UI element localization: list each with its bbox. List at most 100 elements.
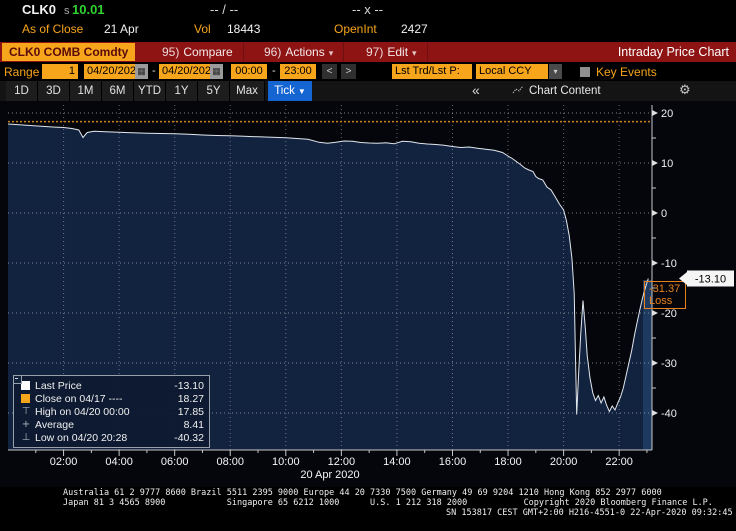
y-tick-label: -20 — [661, 308, 677, 320]
date-from-field[interactable]: 04/20/2020 — [84, 64, 142, 79]
last-price-label: -13.10 — [695, 274, 726, 286]
function-toolbar: CLK0 COMB Comdty 95) Compare 96) Actions ▾ … — [0, 42, 736, 62]
x-tick-label: 14:00 — [383, 456, 411, 468]
currency-select[interactable]: Local CCY — [476, 64, 548, 79]
x-tick-label: 06:00 — [161, 456, 189, 468]
x-tick-label: 18:00 — [494, 456, 522, 468]
range-label: Range — [4, 65, 40, 79]
tab-tick-selected[interactable]: Tick ▼ — [268, 81, 312, 101]
as-of-label: As of Close — [22, 22, 84, 36]
y-tick-marker — [652, 310, 658, 316]
volume-label: Vol — [194, 22, 211, 36]
last-period-band — [643, 280, 652, 450]
settle-prefix: s — [64, 5, 70, 17]
period-tab-bar: 1D 3D 1M 6M YTD 1Y 5Y Max Tick ▼ « Chart … — [0, 81, 736, 101]
x-tick-label: 12:00 — [328, 456, 356, 468]
actions-menu[interactable]: 96) Actions ▾ — [254, 42, 345, 62]
as-of-value: 21 Apr — [104, 22, 139, 36]
low-marker-icon: ⊥ — [21, 432, 31, 443]
y-tick-label: -40 — [661, 408, 677, 420]
gear-icon[interactable]: ⚙ — [679, 83, 691, 98]
tab-max[interactable]: Max — [230, 81, 265, 101]
dropdown-arrow-icon: ▾ — [412, 48, 417, 58]
range-dash: - — [152, 65, 156, 77]
y-tick-label: -30 — [661, 358, 677, 370]
range-count-field[interactable]: 1 — [42, 64, 78, 79]
y-tick-marker — [652, 360, 658, 366]
tab-5y[interactable]: 5Y — [198, 81, 230, 101]
legend-row-close[interactable]: Close on 04/17 ---- 18.27 — [17, 392, 204, 405]
range-bar: Range 1 04/20/2020 ▦ - 04/20/2020 ▦ 00:0… — [0, 62, 736, 81]
screen-title: Intraday Price Chart — [617, 45, 729, 59]
legend-row-average[interactable]: + Average 8.41 — [17, 418, 204, 431]
settle-price: 10.01 — [72, 2, 105, 17]
y-tick-marker — [652, 210, 658, 216]
intraday-price-chart: 20 10 0 -10 -20 -30 -40 02:00 04:00 06:00 08:00 10:… — [0, 101, 736, 487]
legend-row-high[interactable]: ⊤ High on 04/20 00:00 17.85 — [17, 405, 204, 418]
y-tick-marker — [652, 110, 658, 116]
average-marker-icon: + — [21, 419, 31, 430]
y-tick-label: 20 — [661, 108, 673, 120]
loss-callout-box — [644, 281, 686, 309]
y-tick-marker — [652, 160, 658, 166]
high-marker-icon: ⊤ — [21, 406, 31, 417]
chart-content-icon — [512, 85, 524, 94]
next-range-button[interactable]: > — [341, 64, 356, 79]
prev-range-button[interactable]: < — [322, 64, 337, 79]
calendar-icon[interactable]: ▦ — [210, 64, 223, 79]
legend-row-last-price[interactable]: Last Price -13.10 — [17, 379, 204, 392]
x-tick-label: 16:00 — [439, 456, 467, 468]
security-header: CLK0 s 10.01 -- / -- -- x -- As of Close… — [0, 0, 736, 42]
tab-1y[interactable]: 1Y — [166, 81, 198, 101]
footer-session-info: SN 153817 CEST GMT+2:00 H216-4551-0 22-A… — [446, 508, 733, 518]
key-events-checkbox[interactable] — [580, 67, 590, 77]
tab-6m[interactable]: 6M — [102, 81, 134, 101]
time-from-field[interactable]: 00:00 — [231, 64, 267, 79]
last-price-swatch-icon — [21, 381, 30, 390]
currency-dropdown-icon[interactable]: ▾ — [549, 64, 562, 79]
chart-content-button[interactable]: Chart Content — [512, 81, 601, 101]
compare-menu[interactable]: 95) Compare — [152, 42, 244, 62]
tab-3d[interactable]: 3D — [38, 81, 70, 101]
range-dash: - — [272, 65, 276, 77]
loss-value-label: -31.37 — [649, 283, 680, 295]
y-tick-marker — [652, 260, 658, 266]
collapse-panel-button[interactable]: « — [472, 82, 480, 98]
close-swatch-icon — [21, 394, 30, 403]
y-tick-label: 10 — [661, 158, 673, 170]
tab-1m[interactable]: 1M — [70, 81, 102, 101]
x-tick-label: 22:00 — [605, 456, 633, 468]
tab-ytd[interactable]: YTD — [134, 81, 166, 101]
bid-ask: -- / -- — [210, 2, 239, 17]
y-tick-label: 0 — [661, 208, 667, 220]
last-price-arrow — [679, 272, 687, 285]
x-tick-label: 20:00 — [550, 456, 578, 468]
y-tick-label: -10 — [661, 258, 677, 270]
x-tick-label: 10:00 — [272, 456, 300, 468]
loss-text-label: Loss — [649, 295, 673, 307]
edit-menu[interactable]: 97) Edit ▾ — [356, 42, 428, 62]
x-tick-label: 08:00 — [216, 456, 244, 468]
legend-row-low[interactable]: ⊥ Low on 04/20 20:28 -40.32 — [17, 431, 204, 444]
x-axis-date-label: 20 Apr 2020 — [300, 469, 359, 481]
date-to-field[interactable]: 04/20/2020 — [159, 64, 217, 79]
tab-1d[interactable]: 1D — [6, 81, 38, 101]
x-tick-label: 02:00 — [50, 456, 78, 468]
price-chart-canvas[interactable]: 20 10 0 -10 -20 -30 -40 02:00 04:00 06:00 08:00 10:… — [0, 101, 736, 487]
open-interest-label: OpenInt — [334, 22, 377, 36]
ticker-symbol: CLK0 — [22, 2, 56, 17]
time-to-field[interactable]: 23:00 — [280, 64, 316, 79]
chart-legend[interactable]: Last Price -13.10 Close on 04/17 ---- 18… — [13, 375, 210, 448]
calendar-icon[interactable]: ▦ — [135, 64, 148, 79]
key-events-label: Key Events — [596, 65, 657, 79]
volume-value: 18443 — [227, 22, 261, 36]
security-field[interactable]: CLK0 COMB Comdty — [2, 43, 136, 61]
y-tick-marker — [652, 410, 658, 416]
price-area-fill — [8, 124, 649, 450]
price-source-field[interactable]: Lst Trd/Lst P: — [392, 64, 472, 79]
dropdown-arrow-icon: ▼ — [297, 87, 306, 96]
legend-expand-icon[interactable] — [13, 375, 22, 384]
x-tick-label: 04:00 — [105, 456, 133, 468]
price-line — [7, 123, 649, 415]
bid-ask-size: -- x -- — [352, 2, 384, 17]
